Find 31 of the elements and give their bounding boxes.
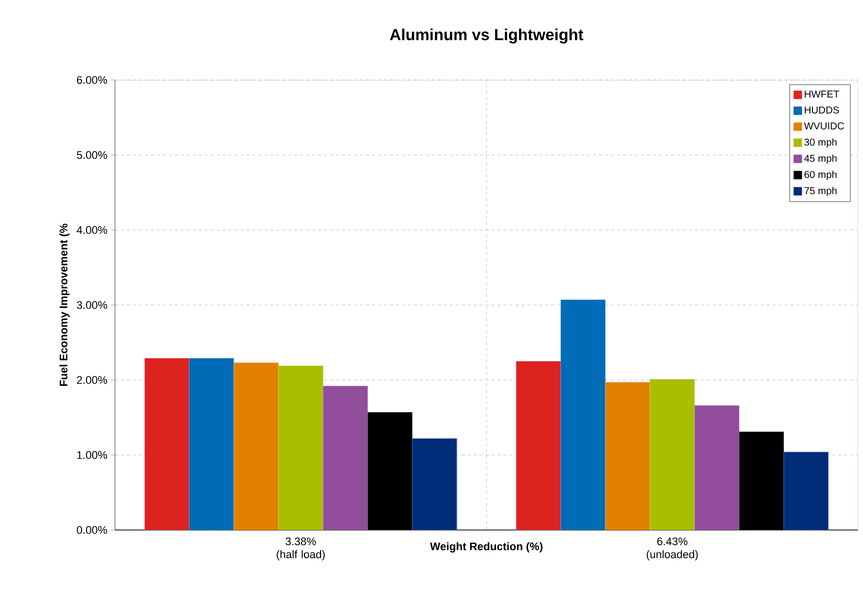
bar xyxy=(516,361,561,530)
bar xyxy=(560,300,606,530)
y-tick-label: 2.00% xyxy=(76,376,108,384)
bar xyxy=(784,452,829,530)
y-tick-label: 6.00% xyxy=(76,76,108,84)
y-tick-label: 3.00% xyxy=(76,301,108,309)
x-tick-label: 6.43% (unloaded) xyxy=(646,538,698,560)
bar xyxy=(278,366,324,530)
legend-label: 60 mph xyxy=(804,170,837,180)
y-axis-title: Fuel Economy Improvement (% xyxy=(59,224,70,386)
bar xyxy=(605,382,650,530)
bar xyxy=(234,362,279,530)
y-tick-label: 1.00% xyxy=(77,451,108,459)
bar xyxy=(694,405,740,530)
legend-label: 75 mph xyxy=(804,186,837,196)
x-axis-title: Weight Reduction (%) xyxy=(430,542,542,552)
y-tick-label: 4.00% xyxy=(76,226,108,234)
legend-label: HUDDS xyxy=(804,106,839,114)
bar xyxy=(322,386,368,530)
y-tick-label: 0.00% xyxy=(76,526,108,534)
legend-label: 45 mph xyxy=(804,154,837,164)
legend-label: WVUIDC xyxy=(804,122,844,130)
bar xyxy=(650,379,695,530)
x-tick-label: 3.38% (half load) xyxy=(276,538,325,560)
y-tick-label: 5.00% xyxy=(76,151,108,159)
bar xyxy=(412,438,458,530)
bar xyxy=(144,358,190,530)
legend-label: HWFET xyxy=(804,90,840,98)
chart-title: Aluminum vs Lightweight xyxy=(390,28,584,44)
bar xyxy=(189,358,234,530)
legend-label: 30 mph xyxy=(804,138,837,148)
